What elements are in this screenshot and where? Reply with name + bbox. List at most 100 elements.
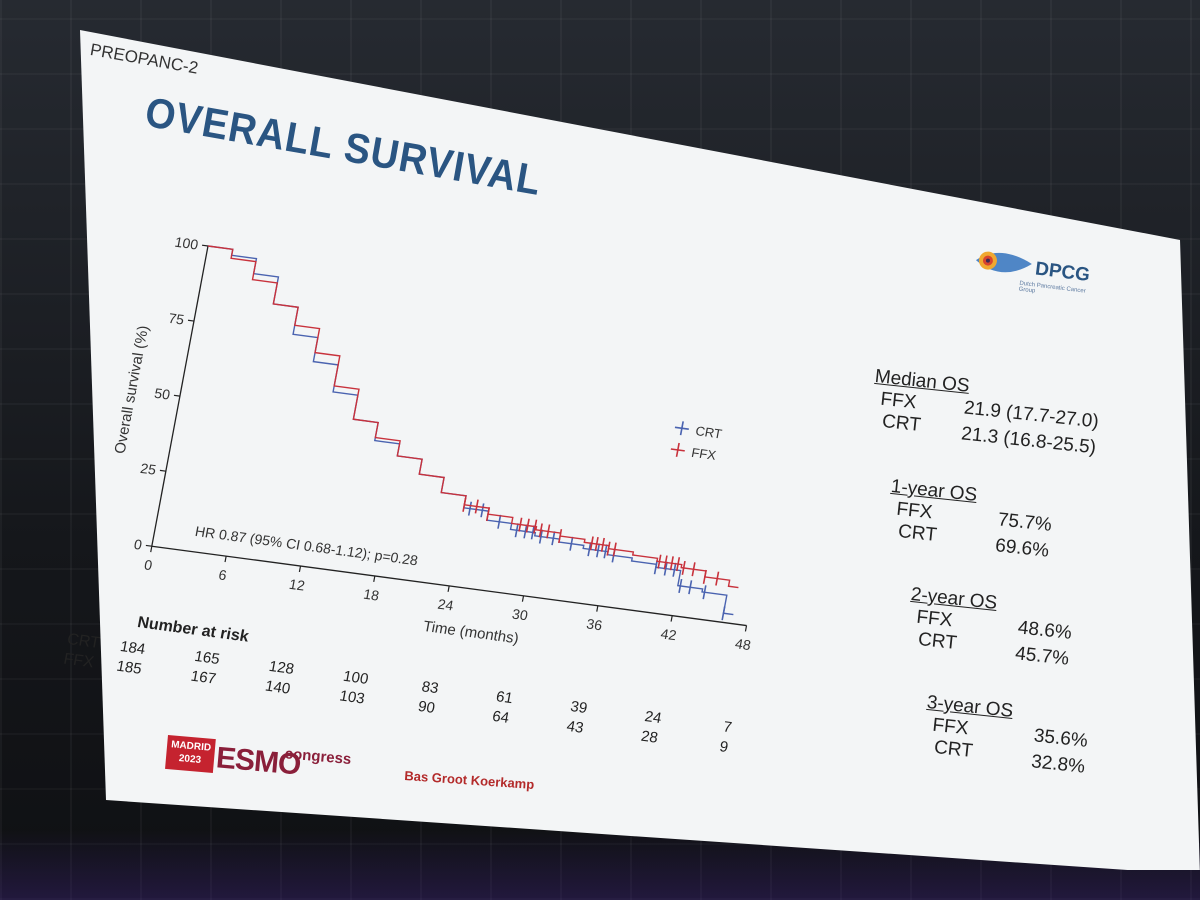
legend-marker-crt (679, 421, 684, 436)
stat-block: 2-year OS FFX 48.6% CRT 45.7% (905, 584, 1161, 676)
esmo-city-badge: MADRID 2023 (165, 735, 216, 774)
y-tick-label: 100 (173, 234, 199, 253)
legend-marker-ffx (675, 442, 680, 457)
x-tick (596, 605, 599, 612)
y-tick-label: 0 (133, 536, 144, 553)
risk-value-ffx: 9 (718, 738, 729, 756)
censor-mark-ffx (546, 524, 551, 539)
x-tick-label: 18 (362, 586, 381, 604)
censor-mark-crt (688, 580, 693, 595)
censor-mark-crt (480, 503, 485, 518)
censor-mark-ffx (558, 529, 563, 544)
chart-series (207, 245, 739, 621)
censor-mark-crt (538, 529, 544, 544)
risk-row-label-ffx: FFX (62, 651, 95, 672)
x-tick (373, 575, 376, 582)
y-tick-label: 25 (139, 460, 158, 478)
risk-value-crt: 184 (119, 638, 147, 658)
chart-legend: CRT FFX (670, 421, 723, 463)
censor-mark-ffx (691, 562, 696, 577)
censor-mark-crt (721, 606, 726, 621)
legend-label-ffx: FFX (690, 445, 717, 463)
risk-value-ffx: 64 (491, 708, 511, 727)
censor-mark-ffx (681, 560, 686, 575)
censor-mark-crt (587, 542, 592, 557)
risk-value-ffx: 167 (189, 668, 217, 688)
x-tick-label: 12 (288, 576, 307, 594)
dpcg-logo: DPCG Dutch Pancreatic Cancer Group (969, 243, 1105, 312)
censor-mark-ffx (600, 537, 605, 552)
y-tick (187, 319, 195, 322)
risk-row-label-crt: CRT (66, 631, 102, 652)
stat-value: 45.7% (1014, 643, 1070, 670)
censor-mark-ffx (538, 523, 543, 538)
stat-arm: FFX (931, 714, 970, 740)
stat-block: 3-year OS FFX 35.6% CRT 32.8% (921, 692, 1177, 784)
dpcg-eye-icon (975, 251, 1032, 273)
censor-mark-ffx (589, 536, 594, 551)
stat-arm: FFX (879, 388, 918, 414)
censor-mark-ffx (612, 542, 617, 557)
y-tick-label: 50 (153, 385, 172, 403)
censor-mark-crt (551, 531, 556, 546)
x-tick-label: 48 (734, 635, 753, 653)
censor-mark-crt (603, 544, 608, 559)
risk-value-crt: 128 (267, 658, 295, 678)
stat-arm: CRT (917, 629, 958, 654)
censor-mark-crt (530, 525, 535, 540)
y-tick (173, 394, 181, 397)
censor-mark-ffx (657, 554, 662, 569)
x-tick-label: 0 (143, 557, 154, 574)
stat-arm: FFX (915, 606, 954, 632)
censor-mark-crt (497, 514, 502, 529)
y-tick-label: 75 (167, 310, 186, 328)
stat-value: 69.6% (994, 535, 1050, 562)
chart-axes: 0 25 50 75 100 0 6 12 18 24 30 36 42 48 (133, 234, 753, 653)
risk-value-crt: 7 (722, 719, 733, 737)
y-axis-line (151, 245, 209, 547)
stat-arm: FFX (895, 498, 934, 524)
risk-value-crt: 61 (495, 688, 515, 707)
x-tick-label: 36 (585, 616, 604, 634)
censor-mark-crt (702, 585, 707, 600)
risk-value-ffx: 43 (565, 718, 585, 737)
censor-mark-ffx (525, 518, 530, 533)
risk-value-crt: 165 (193, 648, 221, 668)
x-tick (744, 625, 748, 632)
censor-mark-ffx (594, 537, 599, 552)
censor-mark-ffx (715, 571, 720, 586)
censor-mark-ffx (462, 497, 467, 512)
risk-value-ffx: 90 (417, 698, 437, 717)
censor-mark-ffx (518, 517, 523, 532)
stat-arm: CRT (933, 737, 974, 762)
risk-value-crt: 24 (643, 708, 663, 727)
censor-mark-crt (523, 524, 528, 539)
x-tick-label: 24 (436, 596, 455, 614)
x-tick-label: 6 (217, 566, 228, 583)
risk-value-crt: 83 (420, 678, 440, 697)
censor-mark-ffx (675, 557, 681, 572)
x-tick (224, 556, 227, 563)
censor-mark-crt (678, 578, 683, 593)
x-tick-label: 42 (660, 625, 679, 643)
censor-mark-ffx (702, 569, 707, 584)
censor-mark-ffx (669, 556, 674, 571)
risk-value-ffx: 103 (338, 688, 366, 708)
stat-block: 1-year OS FFX 75.7% CRT 69.6% (885, 476, 1141, 568)
risk-value-ffx: 185 (115, 658, 143, 678)
censor-mark-crt (514, 523, 519, 538)
x-tick (298, 565, 302, 573)
censor-mark-crt (595, 543, 601, 558)
y-tick (145, 544, 152, 547)
censor-mark-ffx (474, 499, 479, 514)
x-tick (150, 546, 153, 553)
x-tick (521, 595, 525, 602)
y-tick (201, 244, 209, 247)
x-tick (447, 585, 450, 592)
x-tick-label: 30 (511, 606, 530, 624)
stat-value: 32.8% (1030, 751, 1086, 778)
x-tick (670, 615, 673, 622)
stat-block: Median OS FFX 21.9 (17.7-27.0) CRT 21.3 (16.… (869, 366, 1125, 458)
